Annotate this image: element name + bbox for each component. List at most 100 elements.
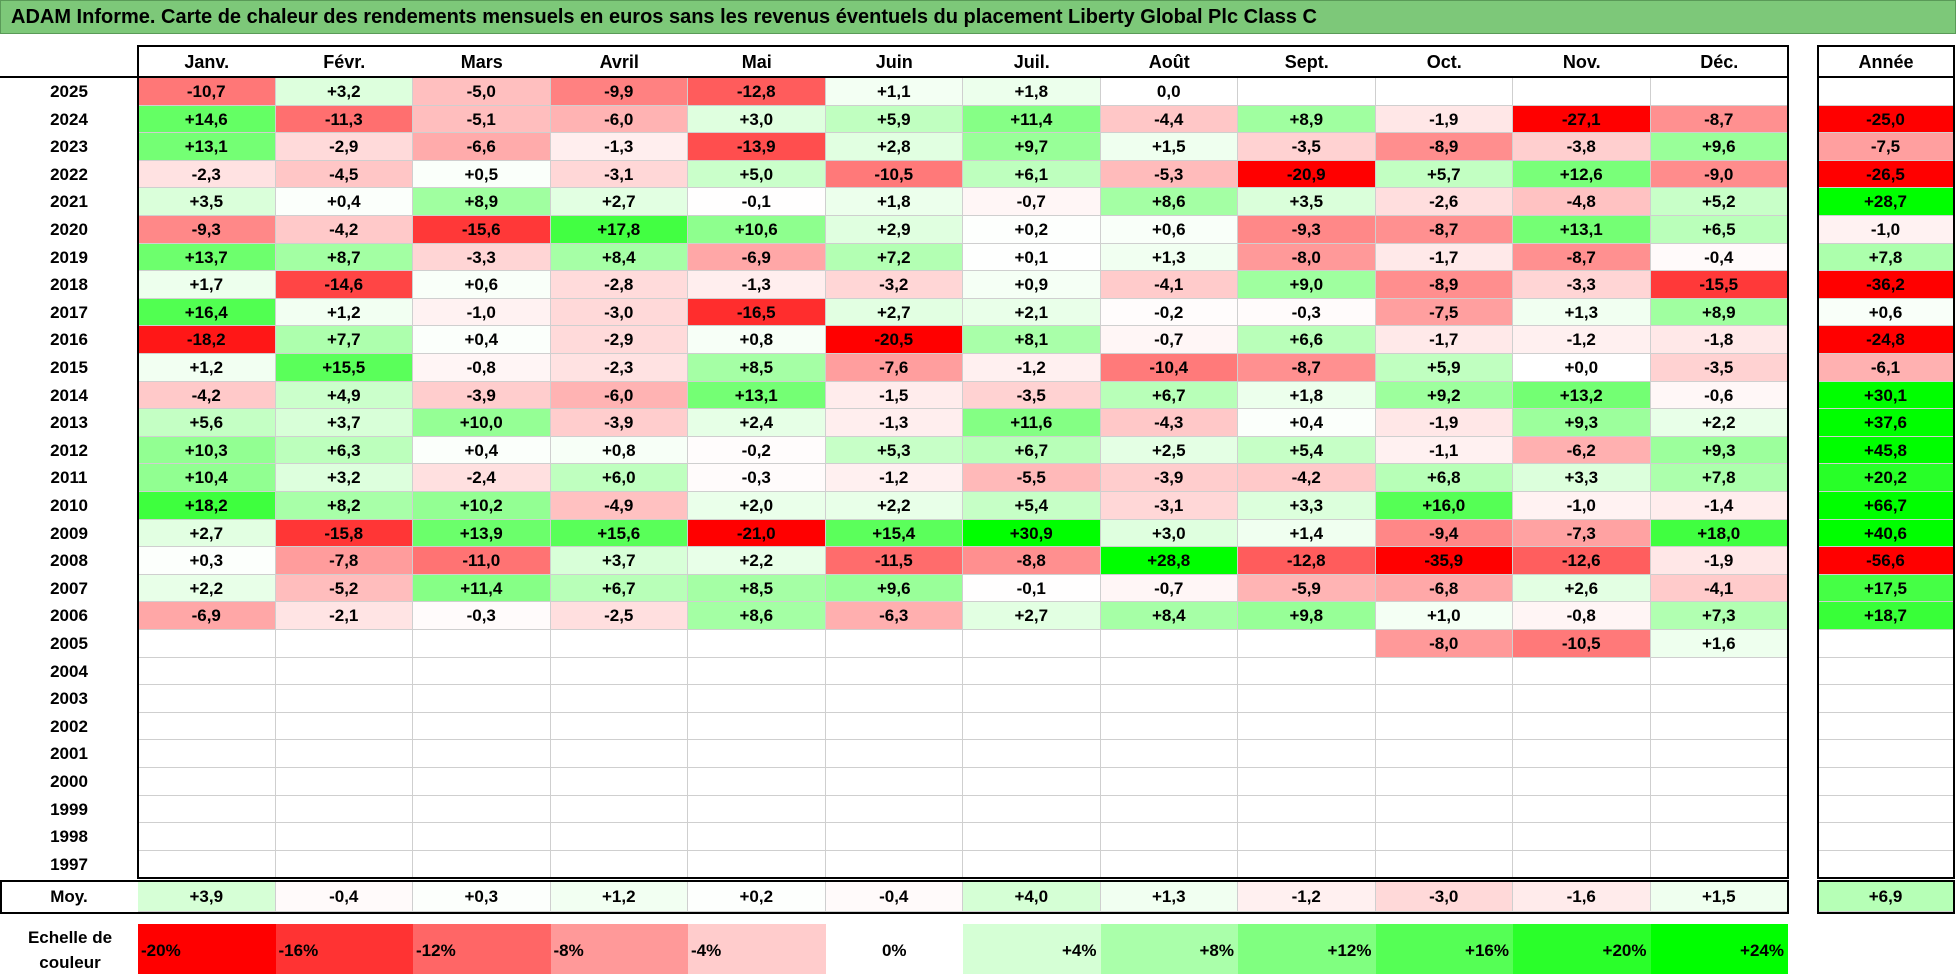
heatmap-cell: [1238, 850, 1376, 879]
row-year-label: 2018: [50, 275, 88, 295]
heatmap-cell: +9,2: [1375, 381, 1513, 410]
heatmap-cell: -15,5: [1650, 271, 1788, 299]
heatmap-cell: +7,8: [1650, 464, 1788, 492]
average-cell: -3,0: [1375, 882, 1513, 913]
heatmap-cell: -8,8: [963, 547, 1101, 575]
heatmap-cell: -6,8: [1375, 574, 1513, 603]
heatmap-cell: [275, 712, 413, 741]
heatmap-cell: -8,9: [1375, 271, 1513, 299]
average-cell: +1,3: [1100, 882, 1238, 913]
heatmap-cell: +8,5: [688, 574, 826, 603]
annual-cell: -25,0: [1818, 105, 1954, 134]
heatmap-cell: -5,1: [413, 105, 551, 134]
heatmap-cell: +6,6: [1238, 326, 1376, 354]
heatmap-cell: [963, 740, 1101, 768]
heatmap-cell: +1,4: [1238, 519, 1376, 548]
heatmap-cell: +10,0: [413, 409, 551, 437]
heatmap-cell: +0,2: [963, 216, 1101, 244]
heatmap-cell: -0,6: [1650, 381, 1788, 410]
heatmap-cell: -1,0: [413, 298, 551, 327]
heatmap-cell: -1,3: [688, 271, 826, 299]
heatmap-cell: [1375, 712, 1513, 741]
heatmap-cell: -3,5: [1238, 133, 1376, 161]
heatmap-cell: [1513, 823, 1651, 851]
heatmap-cell: [1238, 657, 1376, 686]
average-cell: +4,0: [963, 882, 1101, 913]
heatmap-cell: [1375, 657, 1513, 686]
heatmap-cell: +10,2: [413, 492, 551, 520]
row-year-label: 2008: [50, 551, 88, 571]
heatmap-cell: [550, 740, 688, 768]
heatmap-cell: -8,9: [1375, 133, 1513, 161]
heatmap-cell: [963, 630, 1101, 658]
month-header: Juil.: [1013, 52, 1050, 72]
heatmap-cell: -4,2: [138, 381, 276, 410]
row-year-label: 2009: [50, 523, 88, 543]
heatmap-cell: [1375, 740, 1513, 768]
heatmap-cell: -1,1: [1375, 436, 1513, 465]
heatmap-cell: +9,3: [1650, 436, 1788, 465]
color-scale-swatch: -20%: [138, 924, 276, 974]
heatmap-cell: +1,0: [1375, 602, 1513, 630]
heatmap-cell: -0,2: [1100, 298, 1238, 327]
heatmap-cell: +8,5: [688, 354, 826, 382]
row-year-label: 2020: [50, 220, 88, 239]
heatmap-cell: +30,9: [963, 519, 1101, 548]
heatmap-cell: +7,2: [825, 243, 963, 272]
heatmap-cell: [413, 823, 551, 851]
heatmap-cell: +16,4: [138, 298, 276, 327]
heatmap-cell: [138, 795, 276, 824]
month-header: Avril: [599, 52, 639, 72]
heatmap-cell: +1,5: [1100, 133, 1238, 161]
heatmap-cell: +2,5: [1100, 436, 1238, 465]
heatmap-cell: +11,4: [963, 105, 1101, 134]
heatmap-cell: [1513, 657, 1651, 686]
heatmap-cell: -4,1: [1100, 271, 1238, 299]
heatmap-cell: -10,5: [1513, 630, 1651, 658]
heatmap-cell: +0,6: [1100, 216, 1238, 244]
heatmap-cell: [413, 768, 551, 796]
heatmap-cell: +5,4: [963, 492, 1101, 520]
heatmap-cell: [963, 657, 1101, 686]
heatmap-cell: -7,6: [825, 354, 963, 382]
heatmap-cell: +0,4: [413, 436, 551, 465]
heatmap-cell: +2,4: [688, 409, 826, 437]
heatmap-cell: -3,3: [413, 243, 551, 272]
heatmap-cell: -4,9: [550, 492, 688, 520]
color-scale-swatch: +12%: [1238, 924, 1376, 974]
heatmap-cell: +8,6: [1100, 188, 1238, 216]
heatmap-cell: +8,1: [963, 326, 1101, 354]
heatmap-cell: +13,2: [1513, 381, 1651, 410]
heatmap-cell: -1,0: [1513, 492, 1651, 520]
average-annual-cell: +6,9: [1818, 882, 1954, 913]
heatmap-cell: +17,8: [550, 216, 688, 244]
row-year-label: 2022: [50, 164, 88, 184]
heatmap-cell: -3,9: [413, 381, 551, 410]
heatmap-cell: -1,8: [1650, 326, 1788, 354]
heatmap-cell: -21,0: [688, 519, 826, 548]
heatmap-cell: [1375, 823, 1513, 851]
heatmap-cell: +2,7: [550, 188, 688, 216]
heatmap-cell: [688, 630, 826, 658]
heatmap-cell: -4,2: [275, 216, 413, 244]
heatmap-cell: -0,7: [963, 188, 1101, 216]
heatmap-cell: -1,2: [963, 354, 1101, 382]
heatmap-cell: [1650, 850, 1788, 879]
heatmap-cell: -1,2: [825, 464, 963, 492]
color-scale-swatch: 0%: [825, 924, 963, 974]
heatmap-cell: [275, 630, 413, 658]
heatmap-cell: -6,9: [688, 243, 826, 272]
heatmap-cell: -2,3: [138, 160, 276, 189]
month-header: Févr.: [323, 52, 366, 72]
annual-cell: [1818, 712, 1954, 741]
heatmap-cell: [963, 712, 1101, 741]
heatmap-cell: +12,6: [1513, 160, 1651, 189]
heatmap-cell: +8,9: [413, 188, 551, 216]
heatmap-cell: [1650, 823, 1788, 851]
color-scale-swatch: +24%: [1650, 924, 1788, 974]
heatmap-cell: [1513, 685, 1651, 713]
heatmap-cell: -6,3: [825, 602, 963, 630]
heatmap-cell: [413, 740, 551, 768]
heatmap-cell: [1513, 795, 1651, 824]
annual-cell: -1,0: [1818, 216, 1954, 244]
